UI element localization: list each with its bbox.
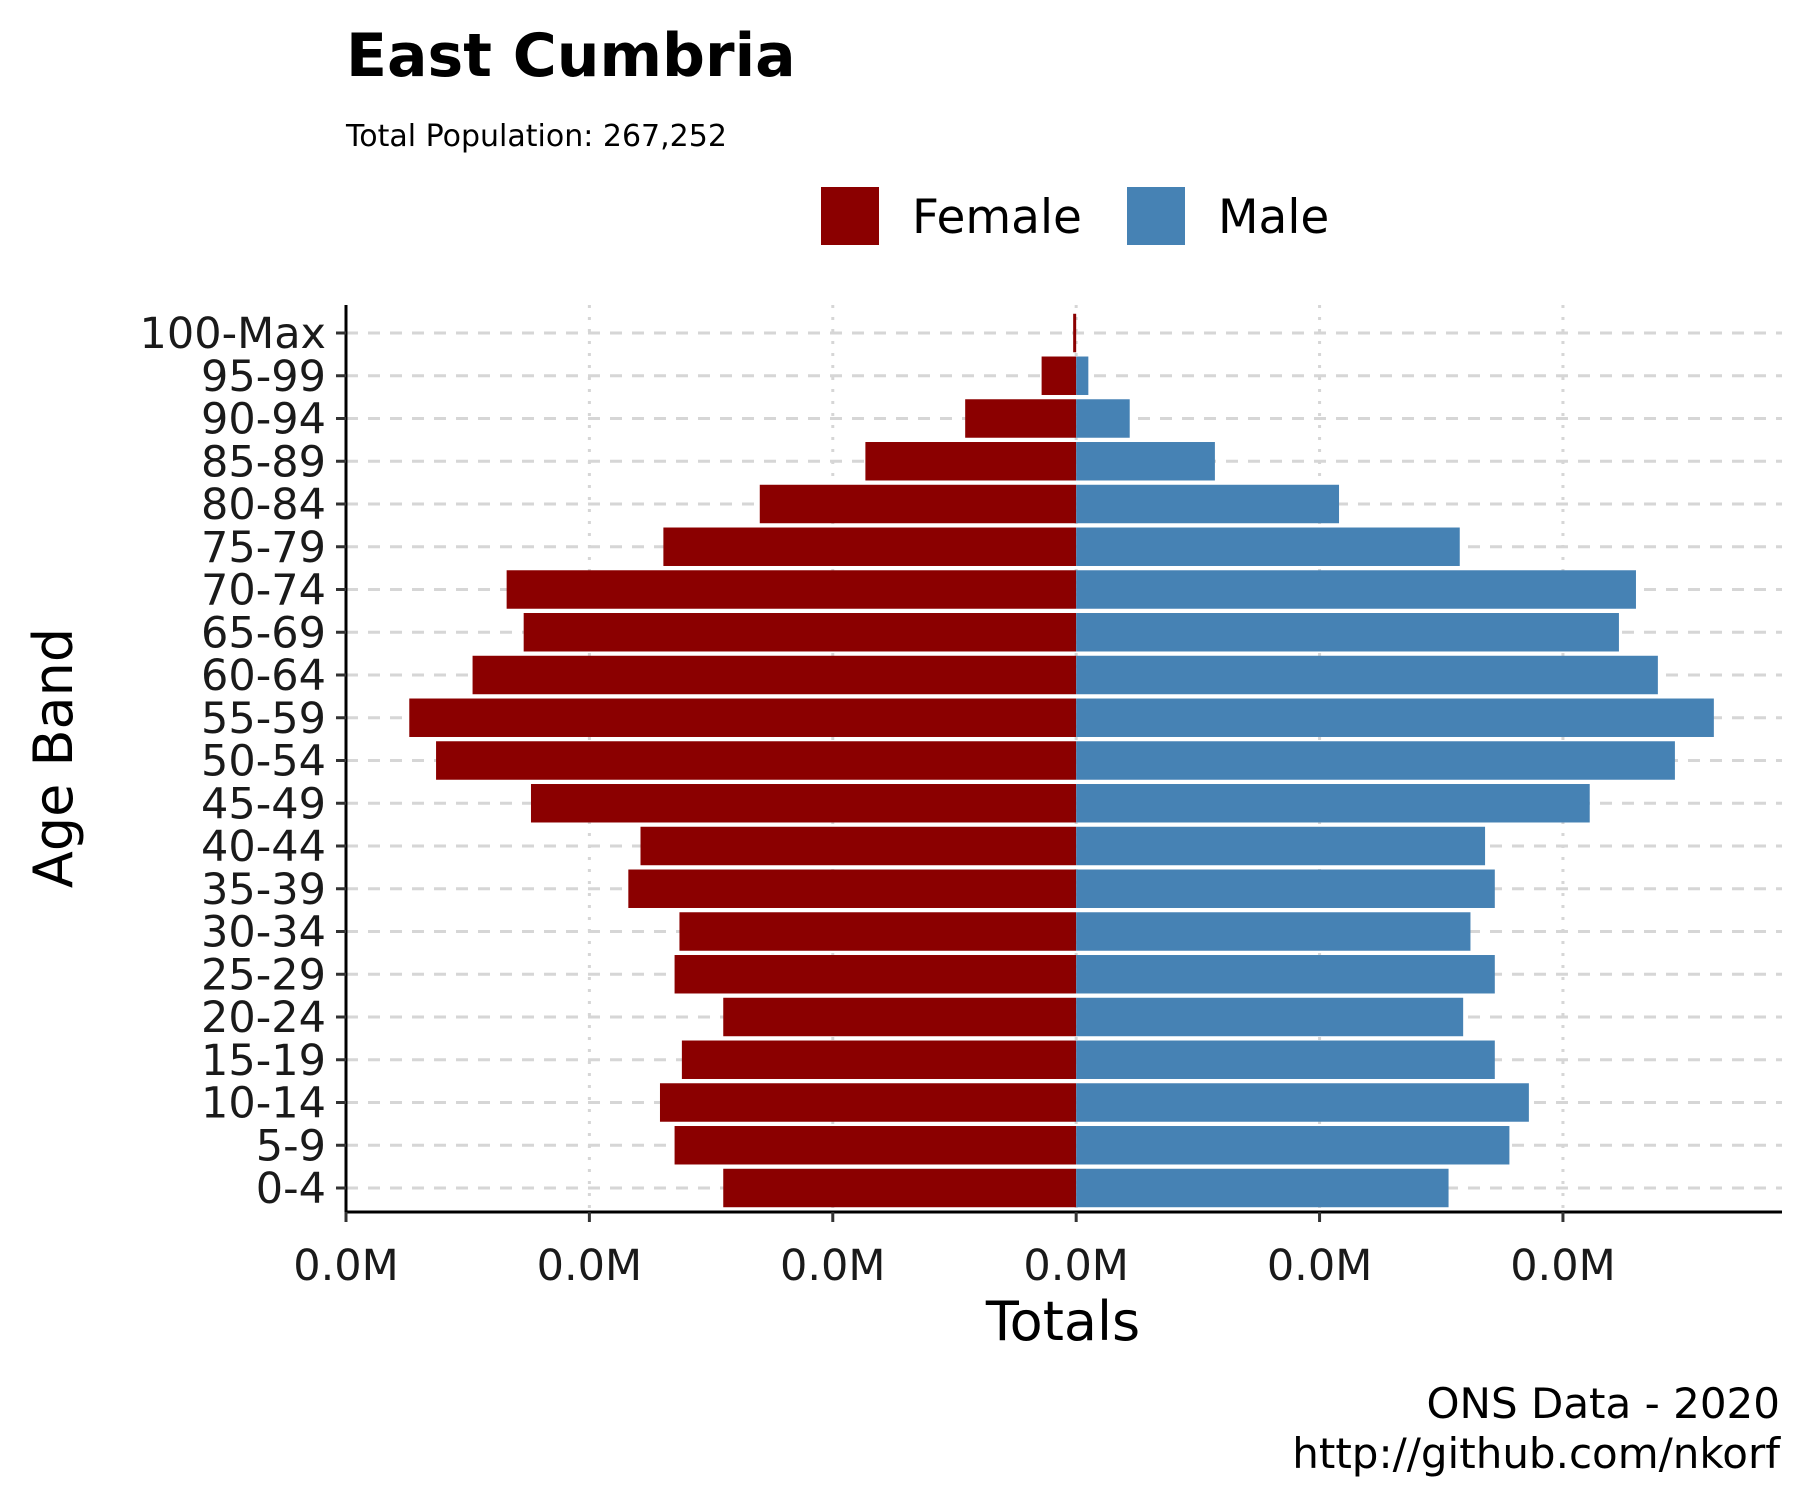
bar-female-50-54 bbox=[436, 741, 1077, 780]
x-tick-label: 0.0M bbox=[1267, 1241, 1372, 1291]
bar-female-90-94 bbox=[965, 399, 1077, 438]
bar-female-70-74 bbox=[506, 570, 1077, 609]
x-tick-label: 0.0M bbox=[537, 1241, 642, 1291]
bar-male-15-19 bbox=[1076, 1040, 1495, 1079]
bar-male-10-14 bbox=[1076, 1083, 1529, 1122]
bar-female-65-69 bbox=[523, 613, 1077, 652]
y-tick-label: 50-54 bbox=[201, 737, 326, 787]
bar-male-55-59 bbox=[1076, 698, 1714, 737]
bar-male-25-29 bbox=[1076, 955, 1495, 994]
bar-female-75-79 bbox=[663, 527, 1077, 566]
bar-male-20-24 bbox=[1076, 997, 1464, 1037]
bar-male-75-79 bbox=[1076, 527, 1460, 566]
bar-female-60-64 bbox=[472, 655, 1077, 695]
legend-swatch-female bbox=[821, 187, 879, 245]
bar-female-5-9 bbox=[674, 1126, 1077, 1165]
x-tick-label: 0.0M bbox=[293, 1241, 398, 1291]
caption-url: http://github.com/nkorf bbox=[1292, 1429, 1781, 1478]
x-axis-ticks: 0.0M 0.0M 0.0M 0.0M 0.0M 0.0M bbox=[293, 1212, 1616, 1291]
bar-female-85-89 bbox=[865, 442, 1077, 481]
y-tick-label: 10-14 bbox=[201, 1079, 326, 1129]
y-tick-label: 95-99 bbox=[201, 352, 326, 402]
caption-source: ONS Data - 2020 bbox=[1426, 1379, 1780, 1428]
bar-male-50-54 bbox=[1076, 741, 1675, 780]
bar-female-25-29 bbox=[674, 955, 1077, 994]
legend: Female Male bbox=[821, 187, 1329, 245]
y-tick-label: 100-Max bbox=[140, 309, 327, 359]
y-tick-label: 80-84 bbox=[201, 480, 326, 530]
bar-male-80-84 bbox=[1076, 484, 1340, 524]
legend-swatch-male bbox=[1127, 187, 1185, 245]
bar-female-15-19 bbox=[681, 1040, 1077, 1079]
y-tick-label: 0-4 bbox=[256, 1164, 326, 1214]
x-tick-label: 0.0M bbox=[780, 1241, 885, 1291]
bar-male-65-69 bbox=[1076, 613, 1619, 652]
bar-male-45-49 bbox=[1076, 784, 1590, 823]
bar-female-45-49 bbox=[530, 784, 1077, 823]
y-tick-label: 25-29 bbox=[201, 950, 326, 1000]
bars bbox=[409, 313, 1714, 1208]
y-tick-label: 30-34 bbox=[201, 908, 326, 958]
x-tick-label: 0.0M bbox=[1510, 1241, 1615, 1291]
legend-label-female: Female bbox=[912, 190, 1082, 245]
y-tick-label: 5-9 bbox=[256, 1121, 326, 1171]
y-axis-ticks: 0-45-910-1415-1920-2425-2930-3435-3940-4… bbox=[140, 309, 346, 1214]
bar-male-5-9 bbox=[1076, 1126, 1510, 1165]
y-tick-label: 90-94 bbox=[201, 395, 326, 445]
bar-male-70-74 bbox=[1076, 570, 1636, 609]
y-tick-label: 40-44 bbox=[201, 822, 326, 872]
bar-female-95-99 bbox=[1041, 356, 1077, 395]
y-tick-label: 20-24 bbox=[201, 993, 326, 1043]
x-axis-title: Totals bbox=[985, 1290, 1140, 1353]
bar-male-35-39 bbox=[1076, 869, 1495, 908]
chart-subtitle: Total Population: 267,252 bbox=[345, 119, 727, 154]
bar-female-40-44 bbox=[640, 826, 1077, 866]
y-axis-title: Age Band bbox=[22, 628, 85, 888]
y-tick-label: 75-79 bbox=[201, 523, 326, 573]
bar-male-60-64 bbox=[1076, 655, 1658, 695]
bar-female-0-4 bbox=[723, 1168, 1077, 1208]
bar-male-0-4 bbox=[1076, 1168, 1449, 1208]
y-tick-label: 15-19 bbox=[201, 1036, 326, 1086]
bar-male-95-99 bbox=[1076, 356, 1089, 395]
bar-female-80-84 bbox=[759, 484, 1077, 524]
bar-male-85-89 bbox=[1076, 442, 1215, 481]
bar-male-30-34 bbox=[1076, 912, 1471, 951]
y-tick-label: 35-39 bbox=[201, 865, 326, 915]
chart-title: East Cumbria bbox=[346, 21, 796, 91]
legend-label-male: Male bbox=[1218, 190, 1329, 245]
y-tick-label: 85-89 bbox=[201, 437, 326, 487]
y-tick-label: 45-49 bbox=[201, 779, 326, 829]
bar-female-30-34 bbox=[679, 912, 1077, 951]
bar-female-100-Max bbox=[1073, 313, 1077, 353]
bar-female-10-14 bbox=[659, 1083, 1077, 1122]
y-tick-label: 55-59 bbox=[201, 694, 326, 744]
bar-female-35-39 bbox=[628, 869, 1077, 908]
y-tick-label: 65-69 bbox=[201, 608, 326, 658]
bar-male-90-94 bbox=[1076, 399, 1130, 438]
bar-male-40-44 bbox=[1076, 826, 1486, 866]
x-tick-label: 0.0M bbox=[1023, 1241, 1128, 1291]
y-tick-label: 70-74 bbox=[201, 566, 326, 616]
y-tick-label: 60-64 bbox=[201, 651, 326, 701]
bar-female-20-24 bbox=[723, 997, 1077, 1037]
bar-female-55-59 bbox=[409, 698, 1077, 737]
